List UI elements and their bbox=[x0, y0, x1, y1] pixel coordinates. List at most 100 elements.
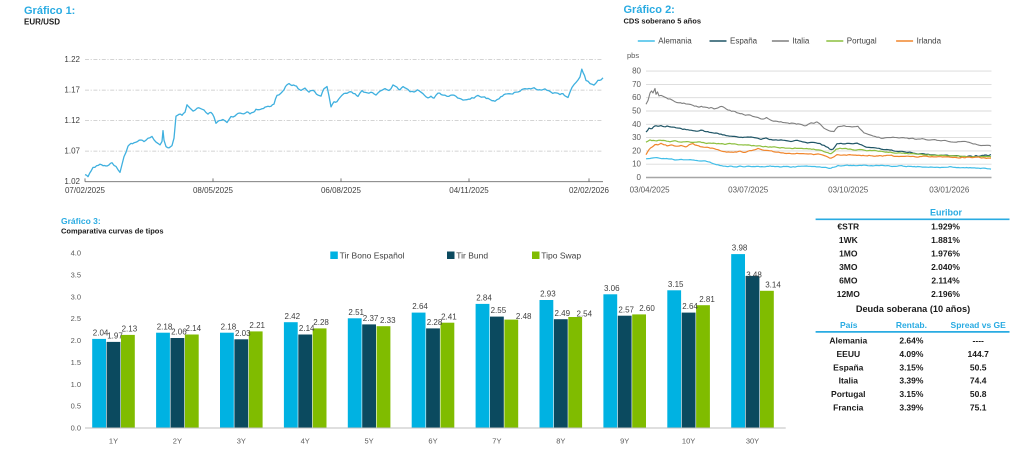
svg-text:2.64%: 2.64% bbox=[899, 336, 924, 346]
svg-text:06/08/2025: 06/08/2025 bbox=[321, 186, 362, 195]
svg-text:3.0: 3.0 bbox=[71, 292, 81, 301]
svg-text:Deuda soberana (10 años): Deuda soberana (10 años) bbox=[856, 304, 970, 314]
svg-text:Tir Bund: Tir Bund bbox=[456, 250, 488, 260]
svg-text:Spread vs GE: Spread vs GE bbox=[951, 320, 1007, 330]
svg-text:Comparativa curvas de tipos: Comparativa curvas de tipos bbox=[61, 227, 164, 236]
svg-text:03/07/2025: 03/07/2025 bbox=[728, 186, 769, 195]
svg-text:EUR/USD: EUR/USD bbox=[24, 18, 60, 27]
svg-text:10: 10 bbox=[632, 160, 641, 169]
svg-text:6MO: 6MO bbox=[839, 275, 858, 285]
svg-text:80: 80 bbox=[632, 67, 641, 76]
svg-text:12MO: 12MO bbox=[837, 289, 861, 299]
svg-text:1.976%: 1.976% bbox=[931, 248, 960, 258]
svg-text:30: 30 bbox=[632, 133, 641, 142]
svg-text:04/11/2025: 04/11/2025 bbox=[449, 186, 489, 195]
svg-text:2.60: 2.60 bbox=[639, 304, 655, 313]
svg-text:75.1: 75.1 bbox=[970, 403, 987, 413]
svg-text:2.81: 2.81 bbox=[699, 295, 715, 304]
svg-text:0.0: 0.0 bbox=[71, 424, 81, 433]
svg-text:50: 50 bbox=[632, 107, 641, 116]
svg-text:1.5: 1.5 bbox=[71, 358, 81, 367]
svg-text:3.15: 3.15 bbox=[668, 280, 684, 289]
svg-text:2.0: 2.0 bbox=[71, 336, 81, 345]
svg-text:2.03: 2.03 bbox=[235, 329, 251, 338]
svg-text:4Y: 4Y bbox=[301, 437, 310, 446]
svg-text:03/10/2025: 03/10/2025 bbox=[828, 186, 869, 195]
svg-text:50.8: 50.8 bbox=[970, 389, 987, 399]
svg-text:3.39%: 3.39% bbox=[899, 376, 924, 386]
svg-text:Irlanda: Irlanda bbox=[917, 37, 942, 46]
svg-text:2.21: 2.21 bbox=[249, 321, 265, 330]
svg-text:3MO: 3MO bbox=[839, 262, 858, 272]
svg-text:2.49: 2.49 bbox=[555, 309, 571, 318]
svg-text:2.28: 2.28 bbox=[427, 318, 443, 327]
svg-text:2.14: 2.14 bbox=[186, 324, 202, 333]
svg-text:5Y: 5Y bbox=[365, 437, 374, 446]
svg-text:08/05/2025: 08/05/2025 bbox=[193, 186, 234, 195]
svg-text:2.06: 2.06 bbox=[171, 328, 187, 337]
svg-text:3Y: 3Y bbox=[237, 437, 246, 446]
svg-text:1.881%: 1.881% bbox=[931, 235, 960, 245]
svg-text:10Y: 10Y bbox=[682, 437, 695, 446]
svg-text:40: 40 bbox=[632, 120, 641, 129]
svg-text:8Y: 8Y bbox=[556, 437, 565, 446]
svg-text:2.14: 2.14 bbox=[299, 324, 315, 333]
svg-text:3.15%: 3.15% bbox=[899, 362, 924, 372]
svg-text:3.15%: 3.15% bbox=[899, 389, 924, 399]
svg-text:pbs: pbs bbox=[627, 51, 639, 60]
svg-text:1.22: 1.22 bbox=[64, 55, 80, 64]
svg-text:3.98: 3.98 bbox=[732, 244, 748, 253]
svg-text:Alemania: Alemania bbox=[829, 336, 867, 346]
svg-text:2.93: 2.93 bbox=[540, 290, 556, 299]
svg-text:----: ---- bbox=[973, 336, 984, 346]
svg-text:4.09%: 4.09% bbox=[899, 349, 924, 359]
svg-text:2.04: 2.04 bbox=[93, 329, 109, 338]
svg-text:EEUU: EEUU bbox=[836, 349, 860, 359]
svg-text:30Y: 30Y bbox=[746, 437, 759, 446]
svg-text:03/01/2026: 03/01/2026 bbox=[929, 186, 970, 195]
svg-text:Francia: Francia bbox=[833, 403, 864, 413]
svg-text:20: 20 bbox=[632, 146, 641, 155]
svg-text:07/02/2025: 07/02/2025 bbox=[65, 186, 106, 195]
svg-text:1MO: 1MO bbox=[839, 248, 858, 258]
svg-text:Euribor: Euribor bbox=[930, 208, 962, 218]
svg-text:España: España bbox=[833, 362, 864, 372]
svg-text:9Y: 9Y bbox=[620, 437, 629, 446]
svg-text:02/02/2026: 02/02/2026 bbox=[569, 186, 610, 195]
svg-text:2.42: 2.42 bbox=[285, 312, 301, 321]
svg-text:0: 0 bbox=[637, 173, 642, 182]
svg-text:1.02: 1.02 bbox=[64, 177, 80, 186]
svg-text:2.55: 2.55 bbox=[491, 306, 507, 315]
svg-text:2.18: 2.18 bbox=[157, 322, 173, 331]
svg-text:1.929%: 1.929% bbox=[931, 221, 960, 231]
svg-text:03/04/2025: 03/04/2025 bbox=[630, 186, 671, 195]
svg-text:3.48: 3.48 bbox=[746, 271, 762, 280]
svg-text:6Y: 6Y bbox=[428, 437, 437, 446]
svg-text:Alemania: Alemania bbox=[658, 37, 692, 46]
svg-text:2.57: 2.57 bbox=[618, 305, 634, 314]
svg-text:1.12: 1.12 bbox=[64, 116, 80, 125]
svg-text:Portugal: Portugal bbox=[831, 389, 865, 399]
svg-text:País: País bbox=[840, 320, 858, 330]
svg-text:2.196%: 2.196% bbox=[931, 289, 960, 299]
svg-text:2.48: 2.48 bbox=[516, 312, 532, 321]
svg-text:Gráfico 3:: Gráfico 3: bbox=[61, 216, 101, 226]
svg-text:1.0: 1.0 bbox=[71, 380, 81, 389]
svg-text:1Y: 1Y bbox=[109, 437, 118, 446]
svg-text:2.37: 2.37 bbox=[363, 314, 379, 323]
svg-text:Rentab.: Rentab. bbox=[896, 320, 927, 330]
svg-text:CDS soberano 5 años: CDS soberano 5 años bbox=[624, 17, 702, 26]
svg-text:2.18: 2.18 bbox=[221, 322, 237, 331]
svg-text:1.97: 1.97 bbox=[107, 332, 123, 341]
svg-text:1WK: 1WK bbox=[839, 235, 859, 245]
svg-text:Portugal: Portugal bbox=[847, 37, 877, 46]
svg-text:2.51: 2.51 bbox=[348, 308, 364, 317]
svg-text:2.13: 2.13 bbox=[122, 325, 138, 334]
svg-text:España: España bbox=[730, 37, 758, 46]
svg-text:2.5: 2.5 bbox=[71, 314, 81, 323]
svg-text:1.07: 1.07 bbox=[64, 147, 80, 156]
svg-text:Italia: Italia bbox=[792, 37, 809, 46]
svg-text:Tir Bono Español: Tir Bono Español bbox=[340, 250, 405, 260]
svg-text:2.28: 2.28 bbox=[313, 318, 329, 327]
svg-text:3.06: 3.06 bbox=[604, 284, 620, 293]
